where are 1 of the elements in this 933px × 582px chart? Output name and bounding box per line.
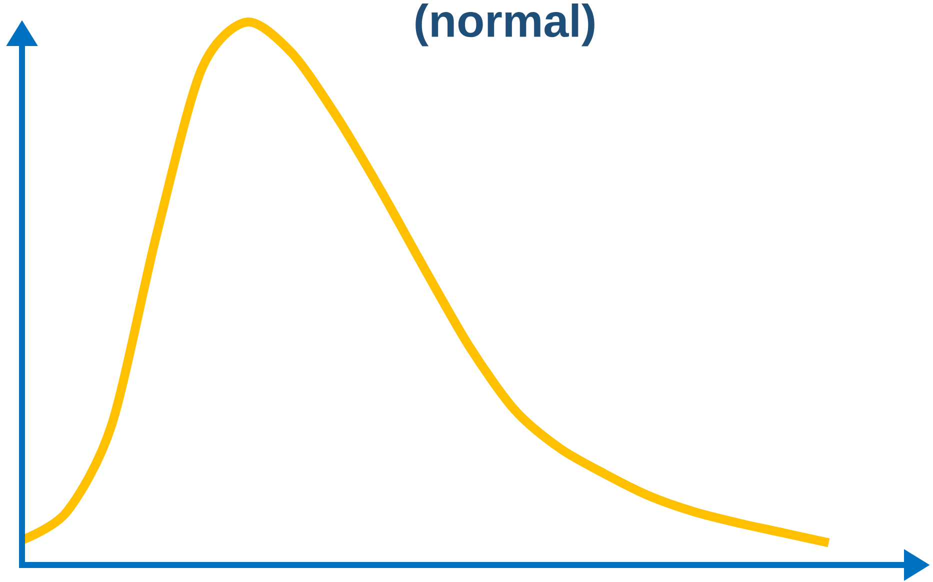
chart-title: (normal) bbox=[416, 4, 594, 46]
